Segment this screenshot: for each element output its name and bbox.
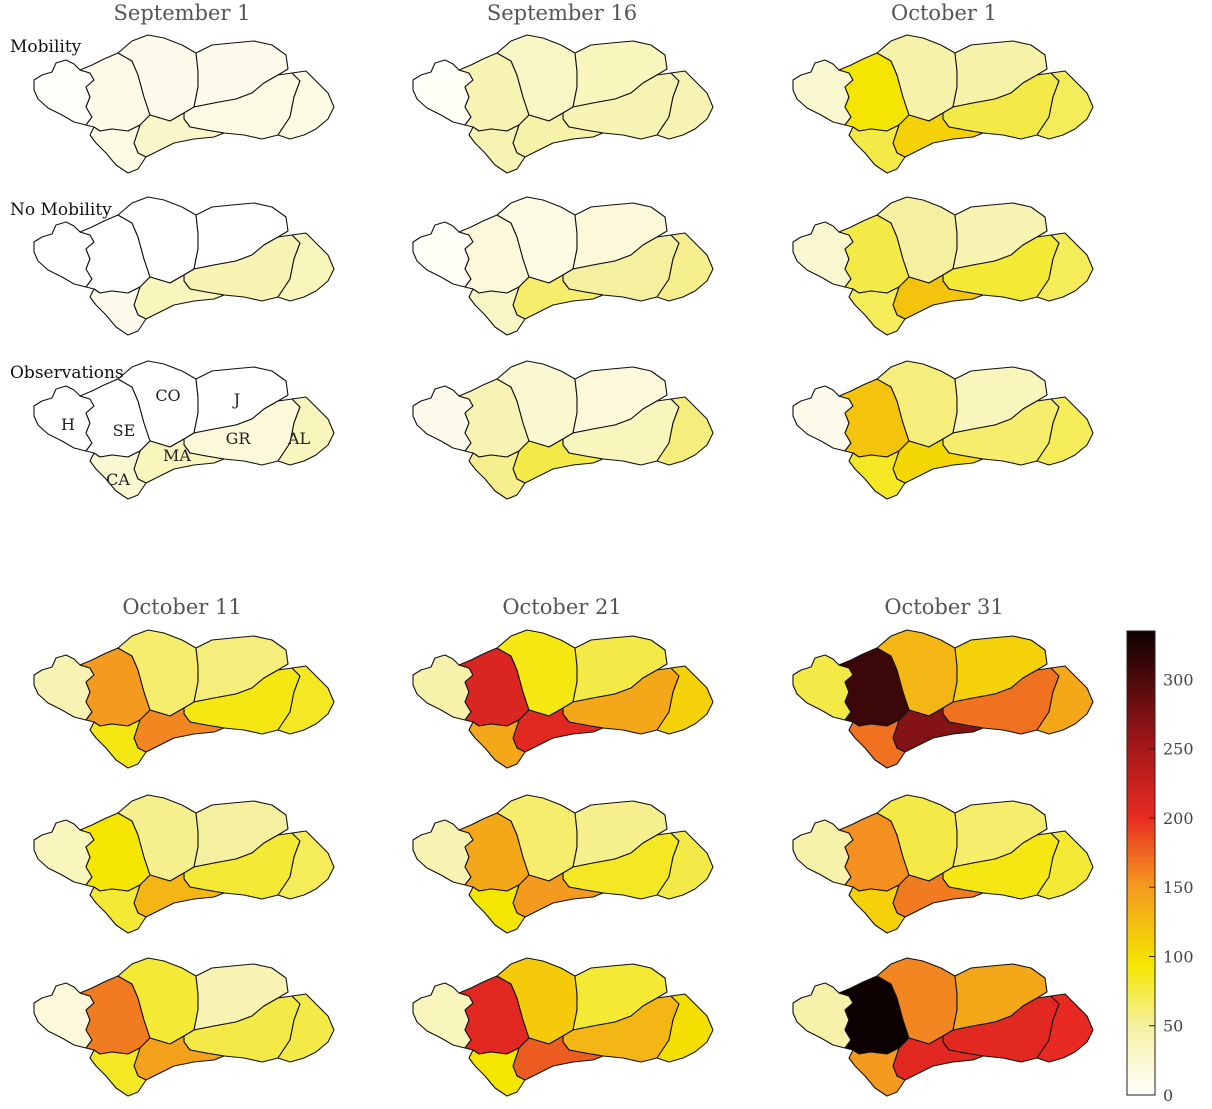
map-october-21-mobility bbox=[412, 629, 714, 769]
province-label-ca: CA bbox=[106, 470, 130, 489]
map-october-1-mobility bbox=[792, 34, 1094, 174]
colorbar-tick-label: 150 bbox=[1163, 878, 1194, 897]
colorbar-tick-label: 0 bbox=[1163, 1086, 1173, 1105]
province-ca bbox=[848, 1047, 906, 1097]
province-label-se: SE bbox=[113, 421, 136, 440]
province-label-gr: GR bbox=[226, 429, 252, 448]
province-al bbox=[656, 232, 714, 302]
colorbar: 0 50 100 150 200 250 300 bbox=[1126, 630, 1194, 1105]
province-ca bbox=[89, 719, 147, 769]
row-label: Observations bbox=[10, 363, 124, 383]
map-october-21-observations bbox=[412, 957, 714, 1097]
map-october-31-mobility bbox=[792, 629, 1094, 769]
province-al bbox=[277, 665, 335, 735]
province-ca bbox=[89, 124, 147, 174]
map-october-21-no-mobility bbox=[412, 794, 714, 934]
row-label: Mobility bbox=[10, 37, 82, 57]
province-label-co: CO bbox=[155, 386, 180, 405]
map-september-16-mobility bbox=[412, 34, 714, 174]
colorbar-tick-label: 200 bbox=[1163, 809, 1194, 828]
map-panels bbox=[33, 34, 1094, 1097]
province-al bbox=[1036, 830, 1094, 900]
map-september-1-observations bbox=[33, 360, 335, 500]
province-al bbox=[656, 830, 714, 900]
map-october-1-observations bbox=[792, 360, 1094, 500]
province-ca bbox=[89, 1047, 147, 1097]
province-al bbox=[656, 70, 714, 140]
province-ca bbox=[468, 450, 526, 500]
province-al bbox=[656, 396, 714, 466]
province-ca bbox=[848, 286, 906, 336]
map-october-31-no-mobility bbox=[792, 794, 1094, 934]
province-ca bbox=[468, 1047, 526, 1097]
province-ca bbox=[468, 124, 526, 174]
province-al bbox=[277, 70, 335, 140]
panel-title: October 1 bbox=[891, 1, 997, 25]
map-september-16-no-mobility bbox=[412, 196, 714, 336]
province-ca bbox=[89, 884, 147, 934]
province-ca bbox=[848, 719, 906, 769]
province-al bbox=[656, 665, 714, 735]
province-ca bbox=[468, 286, 526, 336]
panel-title: October 11 bbox=[122, 595, 241, 619]
panel-title: October 31 bbox=[884, 595, 1003, 619]
colorbar-tick-label: 100 bbox=[1163, 947, 1194, 966]
colorbar-tick-label: 50 bbox=[1163, 1017, 1183, 1036]
province-ca bbox=[848, 884, 906, 934]
province-al bbox=[277, 232, 335, 302]
map-october-11-mobility bbox=[33, 629, 335, 769]
map-september-1-mobility bbox=[33, 34, 335, 174]
map-october-31-observations bbox=[792, 957, 1094, 1097]
colorbar-tick-label: 250 bbox=[1163, 740, 1194, 759]
province-label-h: H bbox=[61, 415, 75, 434]
province-label-ma: MA bbox=[163, 446, 191, 465]
panel-title: October 21 bbox=[502, 595, 621, 619]
row-labels: Mobility No Mobility Observations bbox=[10, 37, 124, 383]
province-ca bbox=[89, 286, 147, 336]
row-label: No Mobility bbox=[10, 200, 112, 220]
province-ca bbox=[468, 884, 526, 934]
province-label-al: AL bbox=[287, 429, 311, 448]
province-al bbox=[1036, 70, 1094, 140]
colorbar-gradient bbox=[1126, 630, 1156, 1096]
panel-title: September 16 bbox=[487, 1, 637, 25]
map-september-1-no-mobility bbox=[33, 196, 335, 336]
province-al bbox=[277, 830, 335, 900]
map-october-11-no-mobility bbox=[33, 794, 335, 934]
province-al bbox=[1036, 232, 1094, 302]
province-ca bbox=[468, 719, 526, 769]
province-al bbox=[1036, 396, 1094, 466]
province-ca bbox=[89, 450, 147, 500]
province-abbreviations: H SE CO J GR AL MA CA bbox=[61, 386, 310, 489]
province-label-j: J bbox=[232, 390, 240, 409]
panel-title: September 1 bbox=[114, 1, 251, 25]
colorbar-tick-label: 300 bbox=[1163, 670, 1194, 689]
province-al bbox=[277, 396, 335, 466]
panel-titles: September 1 September 16 October 1 October … bbox=[114, 1, 1004, 619]
map-october-11-observations bbox=[33, 957, 335, 1097]
province-ca bbox=[848, 450, 906, 500]
province-al bbox=[277, 993, 335, 1063]
province-al bbox=[1036, 993, 1094, 1063]
province-al bbox=[1036, 665, 1094, 735]
province-al bbox=[656, 993, 714, 1063]
map-september-16-observations bbox=[412, 360, 714, 500]
map-october-1-no-mobility bbox=[792, 196, 1094, 336]
province-ca bbox=[848, 124, 906, 174]
